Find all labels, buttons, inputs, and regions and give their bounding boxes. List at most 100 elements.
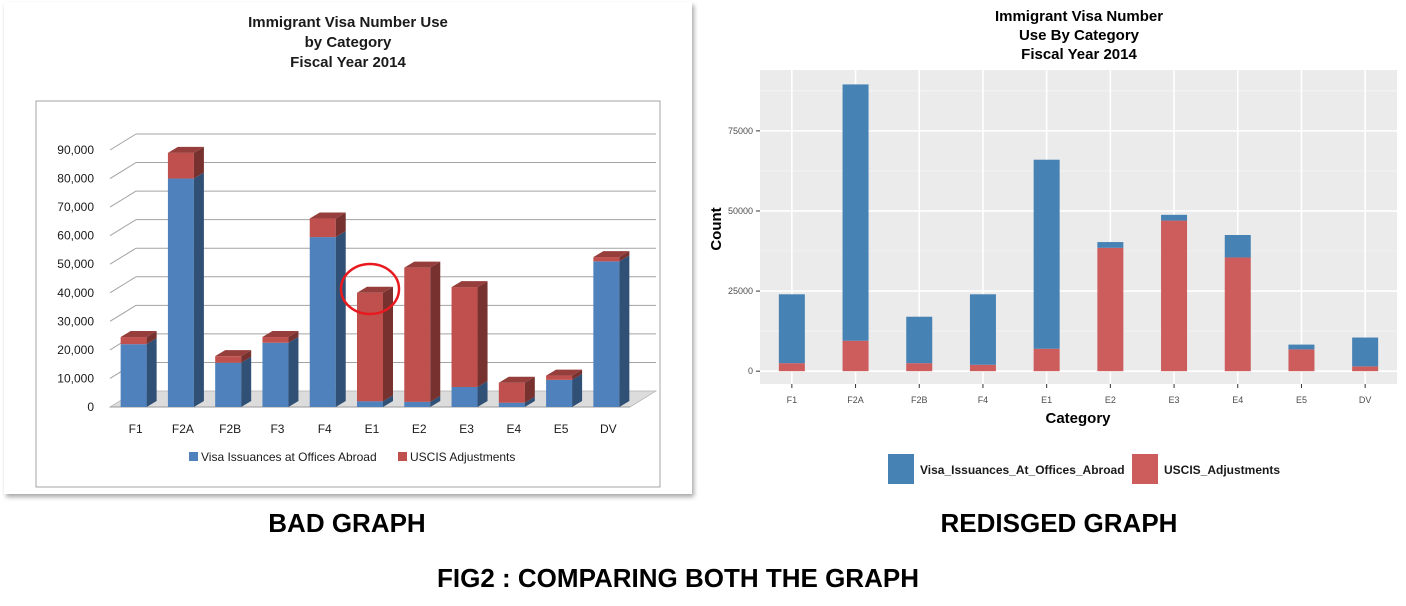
bad-bar-top xyxy=(404,261,441,268)
bad-bar-side xyxy=(430,395,441,407)
bad-bar-top xyxy=(451,281,488,288)
bad-y-tick-label: 70,000 xyxy=(57,200,94,214)
bad-graph-caption: BAD GRAPH xyxy=(268,508,426,538)
bad-bar-side xyxy=(619,255,630,407)
bad-x-tick-label: E1 xyxy=(365,422,380,436)
redesigned-y-tick-label: 75000 xyxy=(728,126,753,136)
bad-bar-front xyxy=(357,401,383,407)
bad-bar-side xyxy=(572,373,583,407)
bad-legend: Visa Issuances at Offices Abroad USCIS Ad… xyxy=(189,450,515,464)
redesigned-title-line: Fiscal Year 2014 xyxy=(1021,46,1137,63)
bad-bar-top xyxy=(498,376,535,383)
redesigned-bar-visa xyxy=(1033,159,1060,349)
bad-bar-front xyxy=(262,342,289,407)
bad-bar-top xyxy=(357,286,393,293)
bad-bar-front xyxy=(262,337,289,343)
redesigned-y-tick-label: 0 xyxy=(748,366,753,376)
bad-chart: Immigrant Visa Number Use by Category Fisc… xyxy=(4,2,692,494)
bad-bar-top xyxy=(309,212,346,219)
bad-title-line: by Category xyxy=(305,34,392,51)
bad-bar-front xyxy=(167,178,194,407)
redesigned-bar-visa xyxy=(1288,344,1315,350)
redesigned-bar-visa xyxy=(1097,242,1124,248)
redesigned-bar-uscis xyxy=(1352,366,1379,372)
bad-gridline-side xyxy=(109,304,137,322)
bad-bar-front xyxy=(309,218,336,238)
bad-bar-front xyxy=(215,362,242,407)
bad-bar-side xyxy=(241,356,252,407)
bad-bar-front xyxy=(593,261,620,407)
bad-bar-side xyxy=(524,376,535,403)
bad-bar-side xyxy=(430,261,441,402)
bad-x-tick-label: F3 xyxy=(270,422,284,436)
bad-legend-label: Visa Issuances at Offices Abroad xyxy=(201,450,377,464)
redesigned-x-tick-label: F1 xyxy=(787,395,798,405)
redesigned-x-axis-label: Category xyxy=(1045,410,1111,427)
bad-gridline-side xyxy=(109,162,137,179)
bad-gridline-side xyxy=(109,133,137,151)
bad-x-tick-label: DV xyxy=(600,422,617,436)
redesigned-bar-visa xyxy=(906,316,933,364)
bad-x-tick-label: E2 xyxy=(412,422,427,436)
bad-bar-front xyxy=(451,387,478,407)
bad-bar-side xyxy=(193,146,204,179)
bad-bar-front xyxy=(215,356,242,363)
redesigned-bar-visa xyxy=(1352,337,1379,367)
redesigned-x-tick-labels: F1 F2A F2B F4 E1 E2 E3 E4 E5 DV xyxy=(787,384,1371,405)
bad-bar-side xyxy=(619,251,630,262)
redesigned-bar-uscis xyxy=(1224,257,1251,372)
redesigned-legend-label: USCIS_Adjustments xyxy=(1164,463,1280,477)
redesigned-bar-visa xyxy=(1161,214,1188,221)
bad-bar-front xyxy=(546,379,573,407)
redesigned-x-tick-label: F4 xyxy=(978,395,989,405)
bad-x-tick-label: F4 xyxy=(318,422,332,436)
bad-bar-top xyxy=(120,331,157,338)
bad-bar-side xyxy=(146,338,157,407)
redesigned-y-tick-label: 25000 xyxy=(728,286,753,296)
figure-caption: FIG2 : COMPARING BOTH THE GRAPH xyxy=(437,563,919,593)
bad-bar-top xyxy=(593,251,630,258)
bad-title-line: Immigrant Visa Number Use xyxy=(248,14,448,31)
bad-bar-side xyxy=(383,286,393,402)
bad-x-tick-label: F2B xyxy=(219,422,241,436)
bad-bar-front xyxy=(167,152,194,179)
bad-bar-front xyxy=(593,257,620,262)
bad-y-tick-label: 10,000 xyxy=(57,371,94,385)
bad-y-tick-label: 90,000 xyxy=(57,143,94,157)
redesigned-legend: Visa_Issuances_At_Offices_Abroad USCIS_Ad… xyxy=(888,454,1280,484)
bad-legend-swatch-red xyxy=(398,452,407,461)
redesigned-y-axis-label: Count xyxy=(708,207,725,250)
bad-x-tick-label: E3 xyxy=(459,422,474,436)
redesigned-x-tick-label: E1 xyxy=(1041,395,1052,405)
bad-bar-top xyxy=(262,331,299,338)
bad-y-tick-label: 50,000 xyxy=(57,257,94,271)
bad-bar-side xyxy=(477,381,488,407)
bad-bar-front xyxy=(498,382,525,403)
redesigned-title-line: Immigrant Visa Number xyxy=(995,8,1163,25)
bad-x-tick-label: F2A xyxy=(172,422,194,436)
redesigned-graph-caption: REDISGED GRAPH xyxy=(940,508,1178,538)
bad-gridline-side xyxy=(109,276,137,294)
redesigned-x-tick-label: E3 xyxy=(1169,395,1180,405)
bad-bar-side xyxy=(383,395,393,407)
bad-legend-swatch-blue xyxy=(189,452,198,461)
bad-bar-front xyxy=(404,267,431,402)
redesigned-bar-uscis xyxy=(1161,220,1188,372)
bad-bar-side xyxy=(477,281,488,388)
highlight-circle-annotation xyxy=(339,262,401,316)
bad-y-tick-label: 20,000 xyxy=(57,343,94,357)
bad-bars xyxy=(120,146,630,407)
bad-y-tick-label: 0 xyxy=(87,400,94,414)
bad-bar-side xyxy=(146,331,157,345)
bad-legend-label: USCIS Adjustments xyxy=(410,450,515,464)
redesigned-legend-swatch-blue xyxy=(888,454,914,484)
redesigned-chart-title: Immigrant Visa Number Use By Category Fisc… xyxy=(995,8,1163,63)
bad-x-tick-label: E4 xyxy=(506,422,521,436)
bad-bar-front xyxy=(498,402,525,407)
bad-bar-side xyxy=(572,369,583,380)
bad-gridline-side xyxy=(109,219,137,237)
bad-x-tick-label: F1 xyxy=(129,422,143,436)
bad-bar-side xyxy=(335,231,346,407)
bad-x-tick-label: E5 xyxy=(554,422,569,436)
bad-bar-front xyxy=(404,401,431,407)
